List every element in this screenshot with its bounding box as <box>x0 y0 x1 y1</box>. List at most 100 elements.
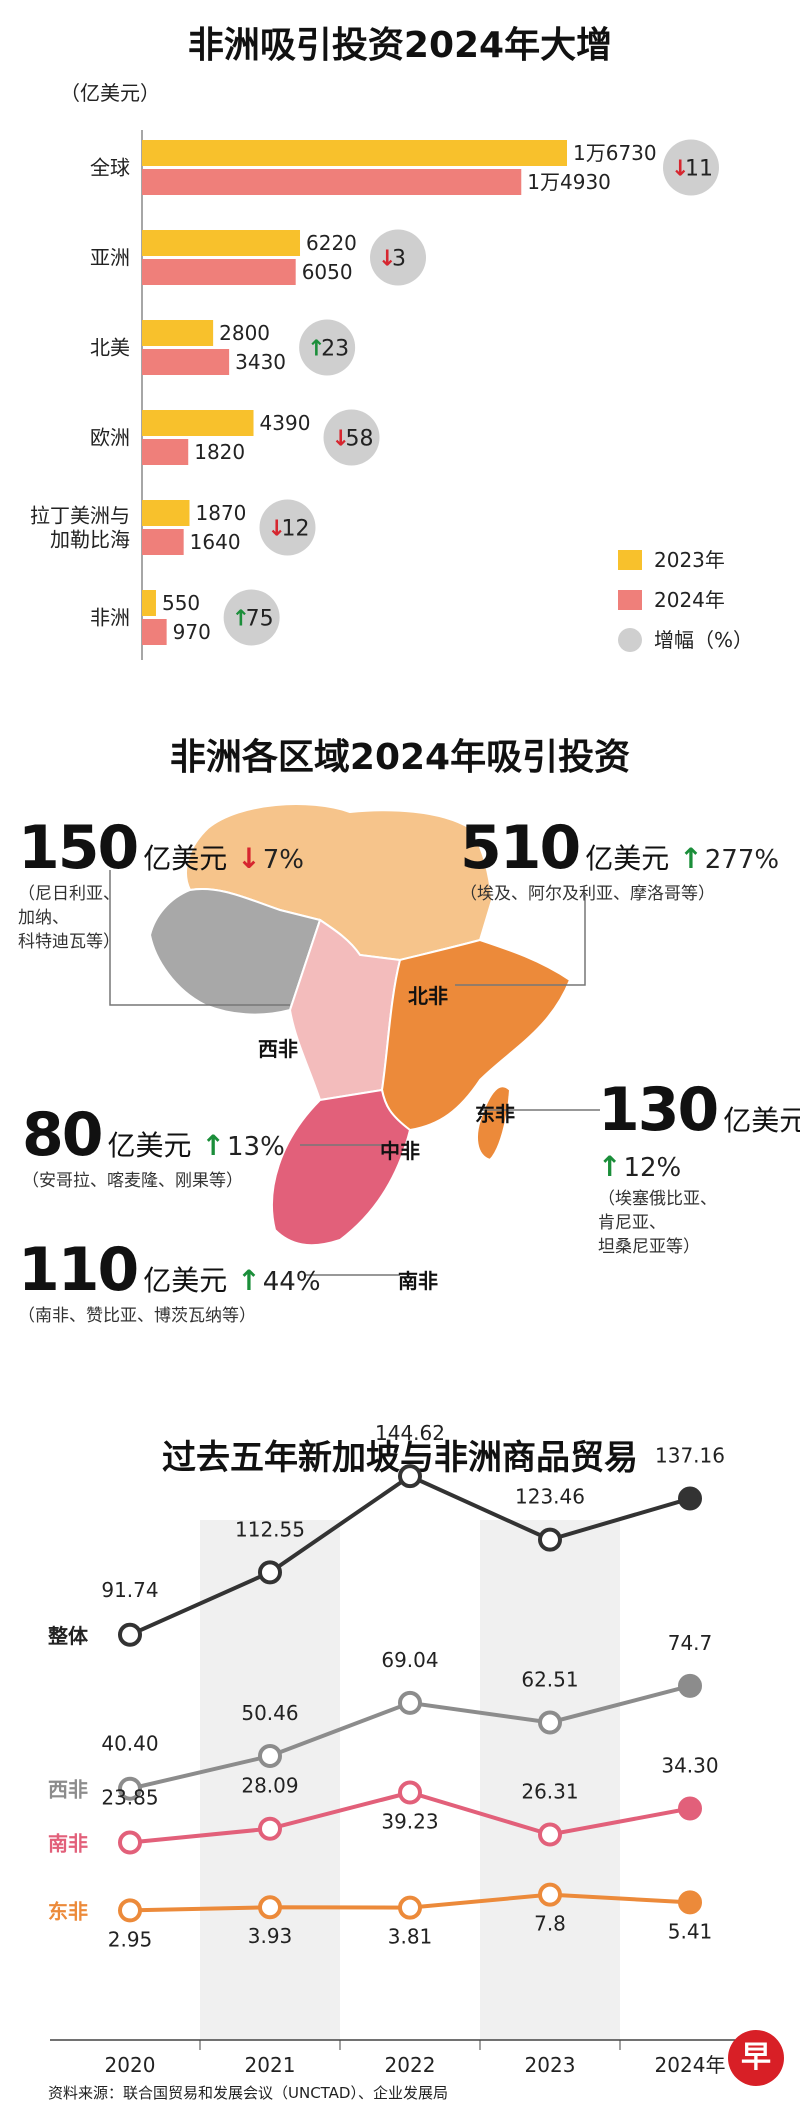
bar-value-label: 4390 <box>260 411 311 435</box>
south-countries: （南非、赞比亚、博茨瓦纳等） <box>18 1306 256 1326</box>
data-label: 50.46 <box>241 1701 298 1725</box>
map-region-south <box>271 1088 412 1247</box>
change-value: 23 <box>321 337 349 362</box>
change-circle <box>223 589 280 646</box>
data-point <box>538 1882 562 1907</box>
callout-east: 130 亿美元 ↑12% （埃塞俄比亚、 肯尼亚、 坦桑尼亚等） <box>598 1080 800 1259</box>
x-tick-label: 2023 <box>525 2053 576 2077</box>
bar-value-label: 1万4930 <box>527 170 611 194</box>
central-value: 80 <box>22 1100 103 1170</box>
category-label: 加勒比海 <box>50 528 130 552</box>
x-tick-label: 2024年 <box>655 2053 726 2077</box>
south-value: 110 <box>18 1235 139 1305</box>
change-value: 12 <box>282 517 310 542</box>
bar-2024 <box>142 349 230 375</box>
bar-2023 <box>142 230 301 256</box>
data-point <box>538 1822 562 1847</box>
central-countries: （安哥拉、喀麦隆、刚果等） <box>22 1171 243 1191</box>
bar-2023 <box>142 410 254 436</box>
x-tick-label: 2021 <box>245 2053 296 2077</box>
data-point <box>678 1796 702 1821</box>
africa-regions-section: 非洲各区域2024年吸引投资 西非 北非 中非 东非 南非 150 亿美元 ↓7% … <box>0 700 800 1360</box>
data-point <box>398 1895 422 1920</box>
north-arrow-icon: ↑ <box>679 842 703 875</box>
region-label-east: 东非 <box>475 1102 515 1126</box>
data-point <box>118 1622 142 1647</box>
east-change: ↑12% <box>598 1150 800 1183</box>
bar-value-label: 1820 <box>194 440 245 464</box>
category-label: 全球 <box>90 156 130 180</box>
change-arrow-icon: ↓ <box>671 157 689 182</box>
bar-value-label: 970 <box>173 620 211 644</box>
legend-swatch <box>618 550 642 570</box>
north-countries: （埃及、阿尔及利亚、摩洛哥等） <box>460 884 715 904</box>
bar-2023 <box>142 590 156 616</box>
data-label: 123.46 <box>515 1485 585 1509</box>
change-circle <box>299 319 356 376</box>
north-value: 510 <box>460 813 581 883</box>
data-label: 2.95 <box>108 1927 153 1951</box>
bar-value-label: 1万6730 <box>573 141 657 165</box>
bar-2024 <box>142 529 184 555</box>
legend-label: 增幅（%） <box>654 628 753 652</box>
data-label: 91.74 <box>101 1578 158 1602</box>
east-arrow-icon: ↑ <box>598 1150 622 1183</box>
global-investment-title: 非洲吸引投资2024年大增 <box>187 25 613 66</box>
data-label: 28.09 <box>241 1774 298 1798</box>
west-unit: 亿美元 <box>143 842 228 875</box>
east-pct: 12% <box>623 1153 682 1183</box>
west-pct: 7% <box>262 845 304 875</box>
central-pct: 13% <box>226 1132 285 1162</box>
change-arrow-icon: ↓ <box>332 427 350 452</box>
category-label: 非洲 <box>90 606 130 630</box>
category-label: 拉丁美洲与 <box>30 504 130 528</box>
data-label: 34.30 <box>661 1754 718 1778</box>
central-unit: 亿美元 <box>107 1129 192 1162</box>
data-label: 69.04 <box>381 1648 438 1672</box>
zaobao-logo: 早 <box>728 2030 784 2086</box>
change-circle <box>370 229 427 286</box>
data-label: 5.41 <box>668 1919 713 1943</box>
x-tick-label: 2020 <box>105 2053 156 2077</box>
region-label-central: 中非 <box>380 1139 420 1163</box>
bar-2024 <box>142 259 296 285</box>
change-circle <box>663 139 719 196</box>
south-pct: 44% <box>262 1267 321 1297</box>
data-point <box>678 1673 702 1698</box>
region-label-west: 西非 <box>258 1037 298 1061</box>
data-label: 7.8 <box>534 1912 566 1936</box>
series-name-label: 东非 <box>48 1899 88 1923</box>
legend-swatch <box>618 628 642 652</box>
data-label: 3.81 <box>388 1925 433 1949</box>
data-label: 39.23 <box>381 1810 438 1834</box>
west-countries: （尼日利亚、 加纳、 科特迪瓦等） <box>18 884 120 952</box>
trade-section: 过去五年新加坡与非洲商品贸易 2020 2021 2022 2023 2024年 91.7… <box>0 1360 800 2112</box>
central-arrow-icon: ↑ <box>201 1129 225 1162</box>
north-pct: 277% <box>704 845 780 875</box>
change-value: 11 <box>685 157 713 182</box>
legend-label: 2023年 <box>654 548 725 572</box>
bar-value-label: 6220 <box>306 231 357 255</box>
south-arrow-icon: ↑ <box>237 1264 261 1297</box>
data-point <box>398 1690 422 1715</box>
callout-south: 110 亿美元 ↑44% （南非、赞比亚、博茨瓦纳等） <box>18 1240 321 1328</box>
change-value: 75 <box>246 607 274 632</box>
change-arrow-icon: ↑ <box>232 607 250 632</box>
callout-west: 150 亿美元 ↓7% （尼日利亚、 加纳、 科特迪瓦等） <box>18 818 304 954</box>
map-madagascar <box>476 1085 512 1162</box>
region-label-north: 北非 <box>408 984 448 1008</box>
data-point <box>258 1560 282 1585</box>
region-label-south: 南非 <box>398 1269 438 1293</box>
trade-line-chart: 2020 2021 2022 2023 2024年 91.74 112.55 144.62 12… <box>47 1421 761 2077</box>
data-point <box>538 1527 562 1552</box>
bar-2024 <box>142 619 167 645</box>
data-label: 74.7 <box>668 1631 713 1655</box>
data-label: 26.31 <box>521 1779 578 1803</box>
bar-2023 <box>142 320 214 346</box>
data-label: 144.62 <box>375 1421 445 1445</box>
west-arrow-icon: ↓ <box>237 842 261 875</box>
legend-label: 2024年 <box>654 588 725 612</box>
bar-value-label: 6050 <box>302 260 353 284</box>
west-value: 150 <box>18 813 139 883</box>
data-point <box>258 1744 282 1769</box>
